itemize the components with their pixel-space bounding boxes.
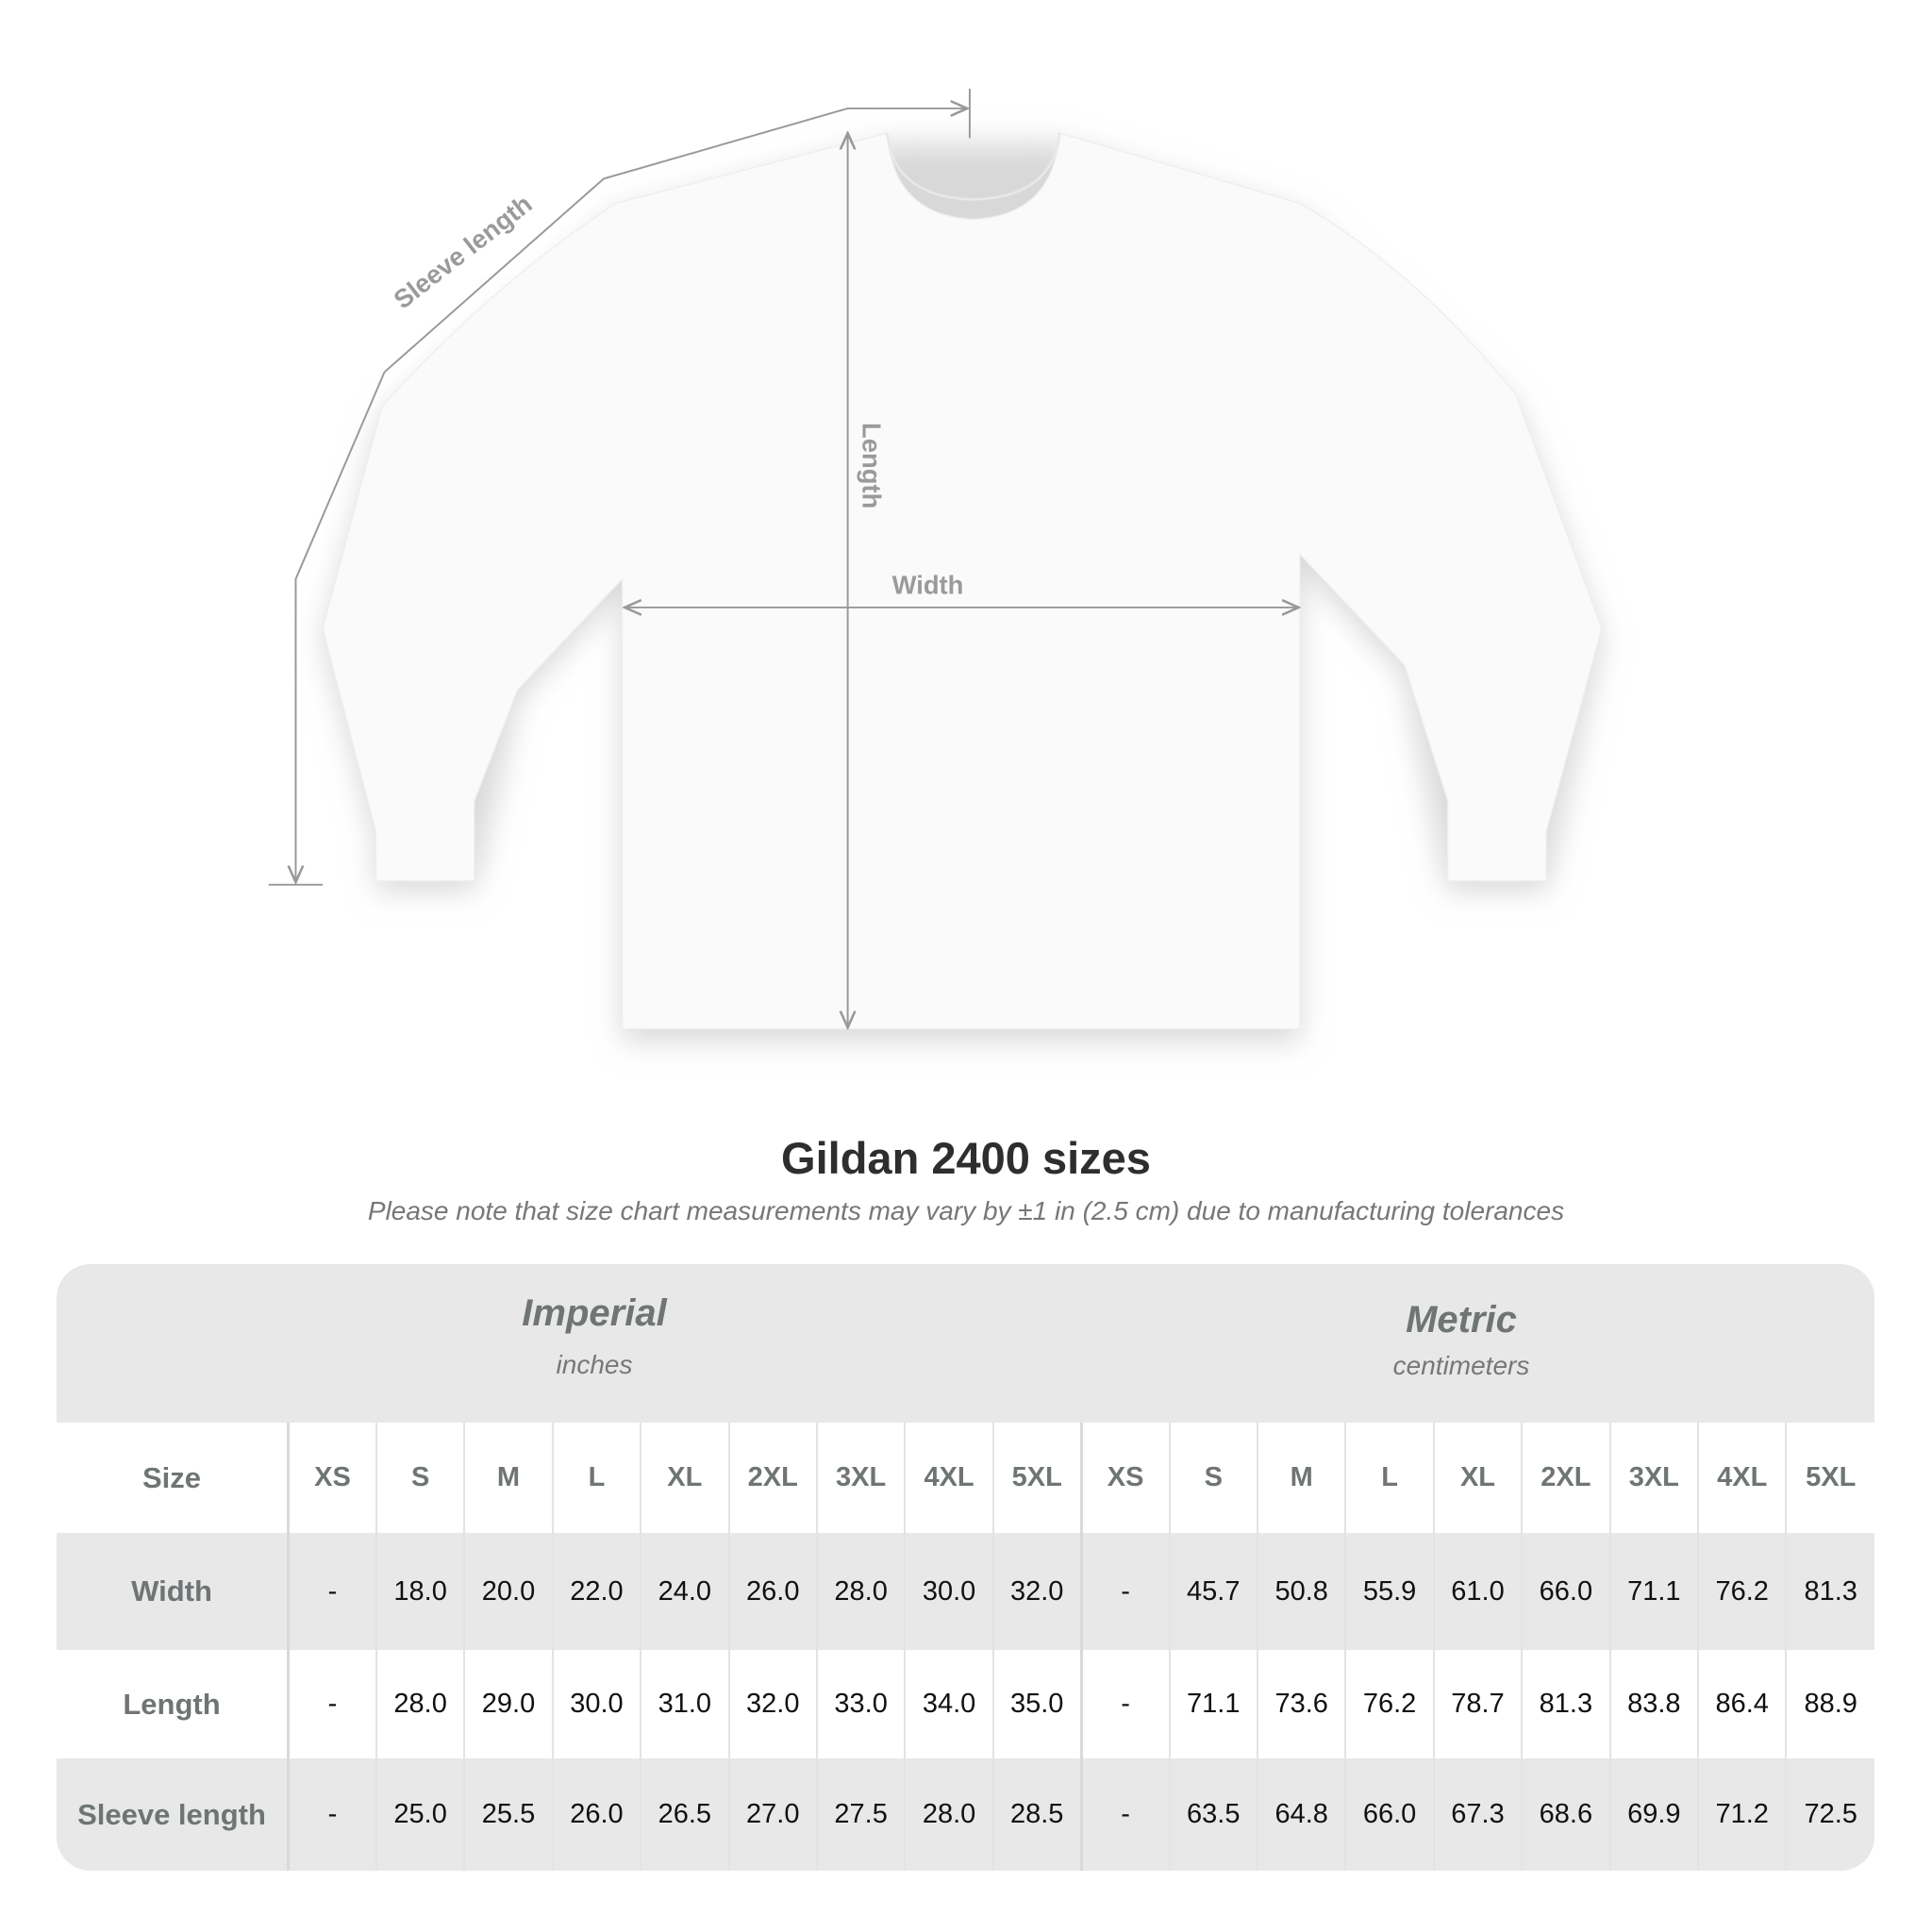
page-title: Gildan 2400 sizes <box>781 1133 1151 1183</box>
metric-size-header: 2XL <box>1521 1423 1610 1533</box>
metric-value-cell: 83.8 <box>1608 1650 1698 1758</box>
metric-value-cell: - <box>1079 1650 1170 1758</box>
imperial-value-cell: 18.0 <box>375 1533 465 1650</box>
row-label: Size <box>57 1423 290 1533</box>
metric-value-cell: 50.8 <box>1256 1533 1346 1650</box>
shirt-diagram: Sleeve length Length Width <box>268 89 1603 1041</box>
metric-value-cell: 55.9 <box>1344 1533 1434 1650</box>
table-row: Width -18.0 20.0 22.0 24.0 26.0 28.0 30.0 32.0-4… <box>57 1533 1874 1650</box>
metric-value-cell: 68.6 <box>1521 1758 1610 1871</box>
imperial-value-cell: - <box>287 1533 376 1650</box>
imperial-value-cell: 20.0 <box>463 1533 553 1650</box>
metric-value-cell: 63.5 <box>1168 1758 1257 1871</box>
row-label: Length <box>57 1650 290 1758</box>
imperial-value-cell: 28.0 <box>904 1758 993 1871</box>
metric-size-header: XL <box>1432 1423 1523 1533</box>
metric-value-cell: 76.2 <box>1344 1650 1434 1758</box>
metric-title: Metric <box>1406 1299 1517 1341</box>
size-table: Imperial inches Metric centimeters Size X… <box>57 1264 1874 1871</box>
metric-value-cell: 78.7 <box>1432 1650 1523 1758</box>
metric-value-cell: 76.2 <box>1696 1533 1787 1650</box>
table-row: Sleeve length -25.0 25.5 26.0 26.5 27.0 27.5 28… <box>57 1758 1874 1871</box>
metric-value-cell: 45.7 <box>1168 1533 1257 1650</box>
metric-value-cell: 71.1 <box>1608 1533 1698 1650</box>
imperial-value-cell: 30.0 <box>551 1650 641 1758</box>
imperial-value-cell: - <box>287 1758 376 1871</box>
imperial-value-cell: 30.0 <box>904 1533 993 1650</box>
imperial-value-cell: 33.0 <box>815 1650 906 1758</box>
imperial-value-cell: - <box>287 1650 376 1758</box>
imperial-value-cell: 25.0 <box>375 1758 465 1871</box>
imperial-value-cell: 26.0 <box>551 1758 641 1871</box>
imperial-size-header: M <box>463 1423 553 1533</box>
imperial-value-cell: 34.0 <box>904 1650 993 1758</box>
metric-value-cell: 71.1 <box>1168 1650 1257 1758</box>
length-label: Length <box>857 423 886 508</box>
metric-size-header: L <box>1344 1423 1434 1533</box>
tolerance-note: Please note that size chart measurements… <box>367 1196 1565 1225</box>
metric-size-header: M <box>1256 1423 1346 1533</box>
metric-value-cell: 81.3 <box>1785 1533 1874 1650</box>
metric-value-cell: 67.3 <box>1432 1758 1523 1871</box>
imperial-size-header: S <box>375 1423 465 1533</box>
metric-size-header: 3XL <box>1608 1423 1698 1533</box>
row-label: Width <box>57 1533 290 1650</box>
metric-size-header: 4XL <box>1696 1423 1787 1533</box>
metric-value-cell: - <box>1079 1533 1170 1650</box>
imperial-value-cell: 26.0 <box>727 1533 817 1650</box>
imperial-value-cell: 32.0 <box>991 1533 1082 1650</box>
imperial-size-header: XL <box>640 1423 729 1533</box>
width-label: Width <box>892 571 964 600</box>
imperial-value-cell: 29.0 <box>463 1650 553 1758</box>
metric-value-cell: 81.3 <box>1521 1650 1610 1758</box>
imperial-size-header: L <box>551 1423 641 1533</box>
metric-value-cell: 72.5 <box>1785 1758 1874 1871</box>
imperial-unit: inches <box>556 1350 633 1379</box>
metric-header: Metric centimeters <box>1178 1299 1744 1381</box>
metric-value-cell: 61.0 <box>1432 1533 1523 1650</box>
metric-value-cell: 66.0 <box>1521 1533 1610 1650</box>
metric-size-header: 5XL <box>1785 1423 1874 1533</box>
metric-value-cell: 64.8 <box>1256 1758 1346 1871</box>
imperial-value-cell: 27.0 <box>727 1758 817 1871</box>
sleeve-measure-line <box>268 89 971 886</box>
metric-size-header: S <box>1168 1423 1257 1533</box>
metric-value-cell: 86.4 <box>1696 1650 1787 1758</box>
imperial-size-header: 2XL <box>727 1423 817 1533</box>
metric-value-cell: 71.2 <box>1696 1758 1787 1871</box>
metric-value-cell: 69.9 <box>1608 1758 1698 1871</box>
imperial-value-cell: 25.5 <box>463 1758 553 1871</box>
metric-unit: centimeters <box>1392 1351 1530 1380</box>
metric-value-cell: 88.9 <box>1785 1650 1874 1758</box>
row-label: Sleeve length <box>57 1758 290 1871</box>
metric-value-cell: 66.0 <box>1344 1758 1434 1871</box>
imperial-value-cell: 28.5 <box>991 1758 1082 1871</box>
imperial-size-header: 4XL <box>904 1423 993 1533</box>
metric-value-cell: 73.6 <box>1256 1650 1346 1758</box>
imperial-value-cell: 22.0 <box>551 1533 641 1650</box>
imperial-title: Imperial <box>522 1292 667 1334</box>
imperial-size-header: 3XL <box>815 1423 906 1533</box>
imperial-size-header: XS <box>287 1423 376 1533</box>
metric-value-cell: - <box>1079 1758 1170 1871</box>
size-header-row: Size XS S M L XL 2XL 3XL 4XL 5XL XS S M L XL 2XL 3XL 4XL 5… <box>57 1423 1874 1533</box>
imperial-value-cell: 24.0 <box>640 1533 729 1650</box>
imperial-value-cell: 28.0 <box>815 1533 906 1650</box>
size-grid: Size XS S M L XL 2XL 3XL 4XL 5XL XS S M L XL 2XL 3XL 4XL 5… <box>57 1423 1874 1871</box>
imperial-size-header: 5XL <box>991 1423 1082 1533</box>
imperial-header: Imperial inches <box>311 1292 877 1380</box>
imperial-value-cell: 27.5 <box>815 1758 906 1871</box>
imperial-value-cell: 32.0 <box>727 1650 817 1758</box>
imperial-value-cell: 26.5 <box>640 1758 729 1871</box>
imperial-value-cell: 35.0 <box>991 1650 1082 1758</box>
metric-size-header: XS <box>1079 1423 1170 1533</box>
imperial-value-cell: 28.0 <box>375 1650 465 1758</box>
imperial-value-cell: 31.0 <box>640 1650 729 1758</box>
table-row: Length -28.0 29.0 30.0 31.0 32.0 33.0 34.0 35.0-… <box>57 1650 1874 1758</box>
